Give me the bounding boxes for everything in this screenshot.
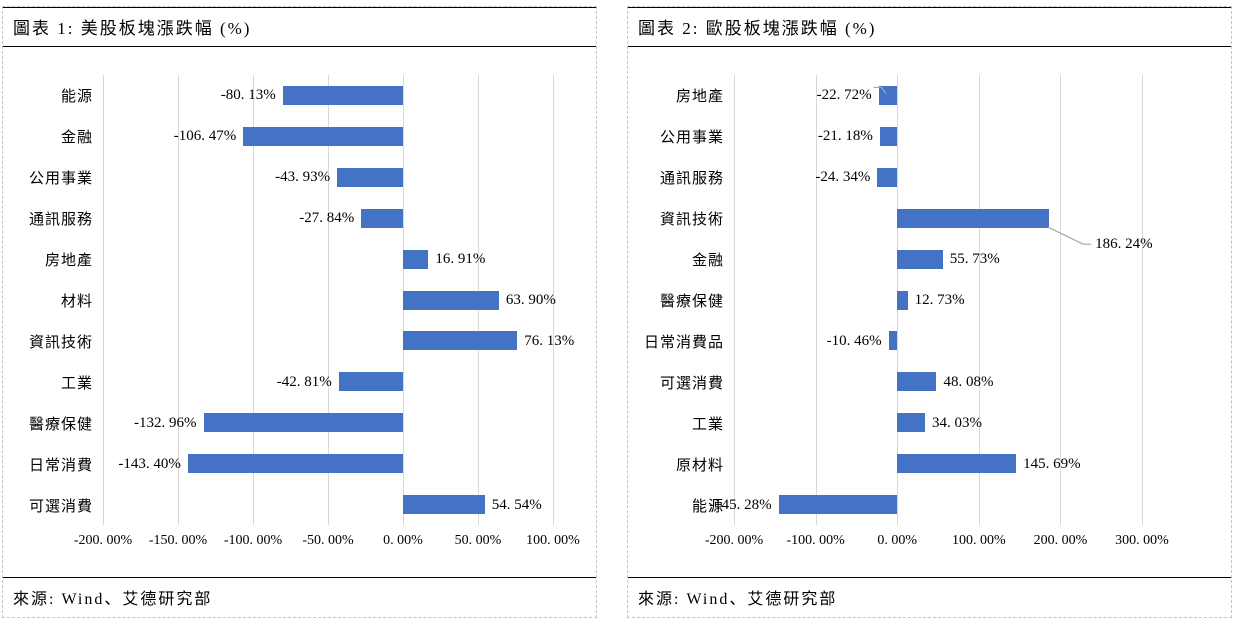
- category-label: 公用事業: [28, 171, 93, 188]
- gridline: [253, 75, 254, 525]
- bar: [897, 208, 1050, 228]
- x-tick-label: 0. 00%: [383, 533, 423, 548]
- bar: [337, 167, 403, 187]
- value-label: -21. 18%: [817, 128, 873, 145]
- gridline: [178, 75, 179, 525]
- gridline: [553, 75, 554, 525]
- category-label: 工業: [692, 416, 725, 433]
- x-tick-label: 100. 00%: [526, 533, 580, 548]
- value-label: 186. 24%: [1095, 236, 1153, 253]
- value-label: 76. 13%: [524, 332, 575, 349]
- bar: [897, 290, 908, 310]
- bar: [897, 454, 1017, 474]
- gridline: [1142, 75, 1144, 525]
- x-tick-label: -200. 00%: [704, 533, 764, 548]
- bar: [187, 454, 403, 474]
- bar: [403, 290, 499, 310]
- bar: [243, 126, 403, 146]
- value-label: -80. 13%: [220, 87, 276, 104]
- category-label: 工業: [60, 375, 93, 392]
- value-label: 48. 08%: [943, 373, 994, 390]
- gridline: [978, 75, 980, 525]
- bar: [403, 495, 485, 515]
- category-label: 醫療保健: [660, 294, 725, 310]
- category-label: 房地產: [676, 89, 725, 106]
- gridline: [734, 75, 736, 525]
- x-tick-label: 50. 00%: [454, 533, 502, 548]
- x-tick-label: 100. 00%: [951, 533, 1006, 548]
- value-label: 12. 73%: [914, 292, 965, 308]
- x-tick-label: 0. 00%: [877, 533, 918, 548]
- category-label: 醫療保健: [28, 416, 93, 433]
- bar: [203, 413, 403, 433]
- value-label: -132. 96%: [134, 414, 197, 431]
- panel-title-eu: 圖表 2: 歐股板塊漲跌幅 (%): [628, 7, 1231, 47]
- bar: [897, 413, 925, 433]
- bar: [778, 495, 898, 515]
- x-tick-label: -50. 00%: [302, 533, 354, 548]
- bar: [282, 85, 403, 105]
- category-label: 可選消費: [28, 498, 93, 515]
- value-label: -24. 34%: [815, 169, 871, 186]
- gridline: [815, 75, 817, 525]
- value-label: 145. 69%: [1023, 455, 1081, 472]
- x-tick-label: -100. 00%: [786, 533, 845, 548]
- category-label: 資訊技術: [660, 212, 725, 229]
- category-label: 材料: [60, 294, 93, 310]
- value-label: 63. 90%: [505, 292, 556, 308]
- value-label: -145. 28%: [709, 496, 772, 513]
- category-label: 能源: [692, 498, 725, 515]
- chart-panel-us: 圖表 1: 美股板塊漲跌幅 (%) -200. 00% -150. 00% -100…: [2, 6, 598, 618]
- category-label: 原材料: [676, 457, 725, 474]
- x-tick-label: -100. 00%: [223, 533, 283, 548]
- bar: [403, 249, 429, 269]
- category-label: 公用事業: [660, 130, 725, 147]
- bar-chart-us: -200. 00% -150. 00% -100. 00% -50. 00% 0. 00…: [3, 47, 596, 577]
- value-label: 55. 73%: [949, 251, 1000, 268]
- category-label: 通訊服務: [28, 212, 93, 229]
- value-label: -106. 47%: [173, 128, 237, 145]
- value-label: -43. 93%: [275, 169, 331, 186]
- value-label: -22. 72%: [816, 87, 872, 104]
- value-label: -143. 40%: [118, 455, 181, 472]
- bar: [897, 249, 943, 269]
- x-tick-label: 300. 00%: [1115, 533, 1169, 548]
- bar: [361, 208, 403, 228]
- chart-panel-eu: 圖表 2: 歐股板塊漲跌幅 (%) -200. 00% -100. 00% 0. 0…: [627, 6, 1232, 618]
- value-label: -10. 46%: [826, 332, 882, 349]
- panel-title-us: 圖表 1: 美股板塊漲跌幅 (%): [3, 7, 597, 47]
- bar-chart-eu: -200. 00% -100. 00% 0. 00% 100. 00% 200. 00%…: [628, 47, 1231, 577]
- category-label: 通訊服務: [660, 171, 725, 188]
- source-note-eu: 來源: Wind、艾德研究部: [628, 577, 1231, 617]
- bar: [877, 167, 898, 187]
- bar: [888, 331, 898, 351]
- value-label: 16. 91%: [435, 251, 486, 268]
- gridline: [328, 75, 329, 525]
- gridline: [103, 75, 104, 525]
- category-label: 可選消費: [660, 375, 725, 392]
- bar: [879, 126, 898, 146]
- category-label: 金融: [60, 130, 93, 147]
- value-label: -42. 81%: [276, 373, 332, 390]
- bar: [403, 331, 518, 351]
- x-tick-label: -150. 00%: [148, 533, 208, 548]
- bar: [878, 85, 898, 105]
- x-tick-label: 200. 00%: [1033, 533, 1088, 548]
- category-label: 日常消費: [28, 457, 93, 474]
- category-label: 金融: [692, 253, 725, 270]
- bar: [338, 372, 403, 392]
- gridline: [1060, 75, 1062, 525]
- source-note-us: 來源: Wind、艾德研究部: [3, 577, 597, 617]
- value-label: 34. 03%: [931, 414, 982, 431]
- category-label: 房地產: [44, 253, 93, 270]
- category-label: 日常消費品: [644, 334, 725, 351]
- value-label: -27. 84%: [299, 210, 355, 227]
- category-label: 能源: [60, 89, 93, 106]
- category-label: 資訊技術: [28, 334, 93, 351]
- x-tick-label: -200. 00%: [73, 533, 133, 548]
- leader-line: [1047, 226, 1092, 245]
- bar: [897, 372, 937, 392]
- value-label: 54. 54%: [491, 496, 542, 513]
